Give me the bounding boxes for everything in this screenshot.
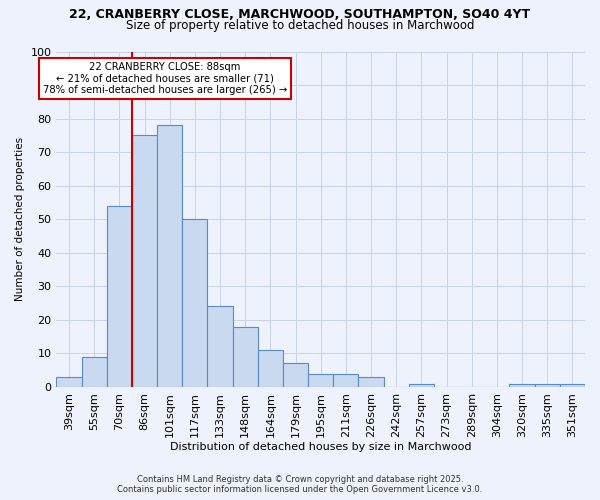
Bar — [535, 384, 560, 387]
Bar — [358, 377, 383, 387]
Bar — [308, 374, 333, 387]
Bar — [283, 364, 308, 387]
Bar — [333, 374, 358, 387]
Bar — [560, 384, 585, 387]
Bar — [233, 326, 258, 387]
Y-axis label: Number of detached properties: Number of detached properties — [15, 137, 25, 302]
Bar — [107, 206, 132, 387]
Bar — [208, 306, 233, 387]
Bar — [509, 384, 535, 387]
Bar — [258, 350, 283, 387]
Bar — [409, 384, 434, 387]
X-axis label: Distribution of detached houses by size in Marchwood: Distribution of detached houses by size … — [170, 442, 472, 452]
Bar — [157, 126, 182, 387]
Bar — [56, 377, 82, 387]
Text: 22, CRANBERRY CLOSE, MARCHWOOD, SOUTHAMPTON, SO40 4YT: 22, CRANBERRY CLOSE, MARCHWOOD, SOUTHAMP… — [70, 8, 530, 21]
Text: Size of property relative to detached houses in Marchwood: Size of property relative to detached ho… — [126, 19, 474, 32]
Bar — [82, 357, 107, 387]
Text: Contains HM Land Registry data © Crown copyright and database right 2025.
Contai: Contains HM Land Registry data © Crown c… — [118, 474, 482, 494]
Bar — [132, 136, 157, 387]
Text: 22 CRANBERRY CLOSE: 88sqm
← 21% of detached houses are smaller (71)
78% of semi-: 22 CRANBERRY CLOSE: 88sqm ← 21% of detac… — [43, 62, 287, 95]
Bar — [182, 219, 208, 387]
